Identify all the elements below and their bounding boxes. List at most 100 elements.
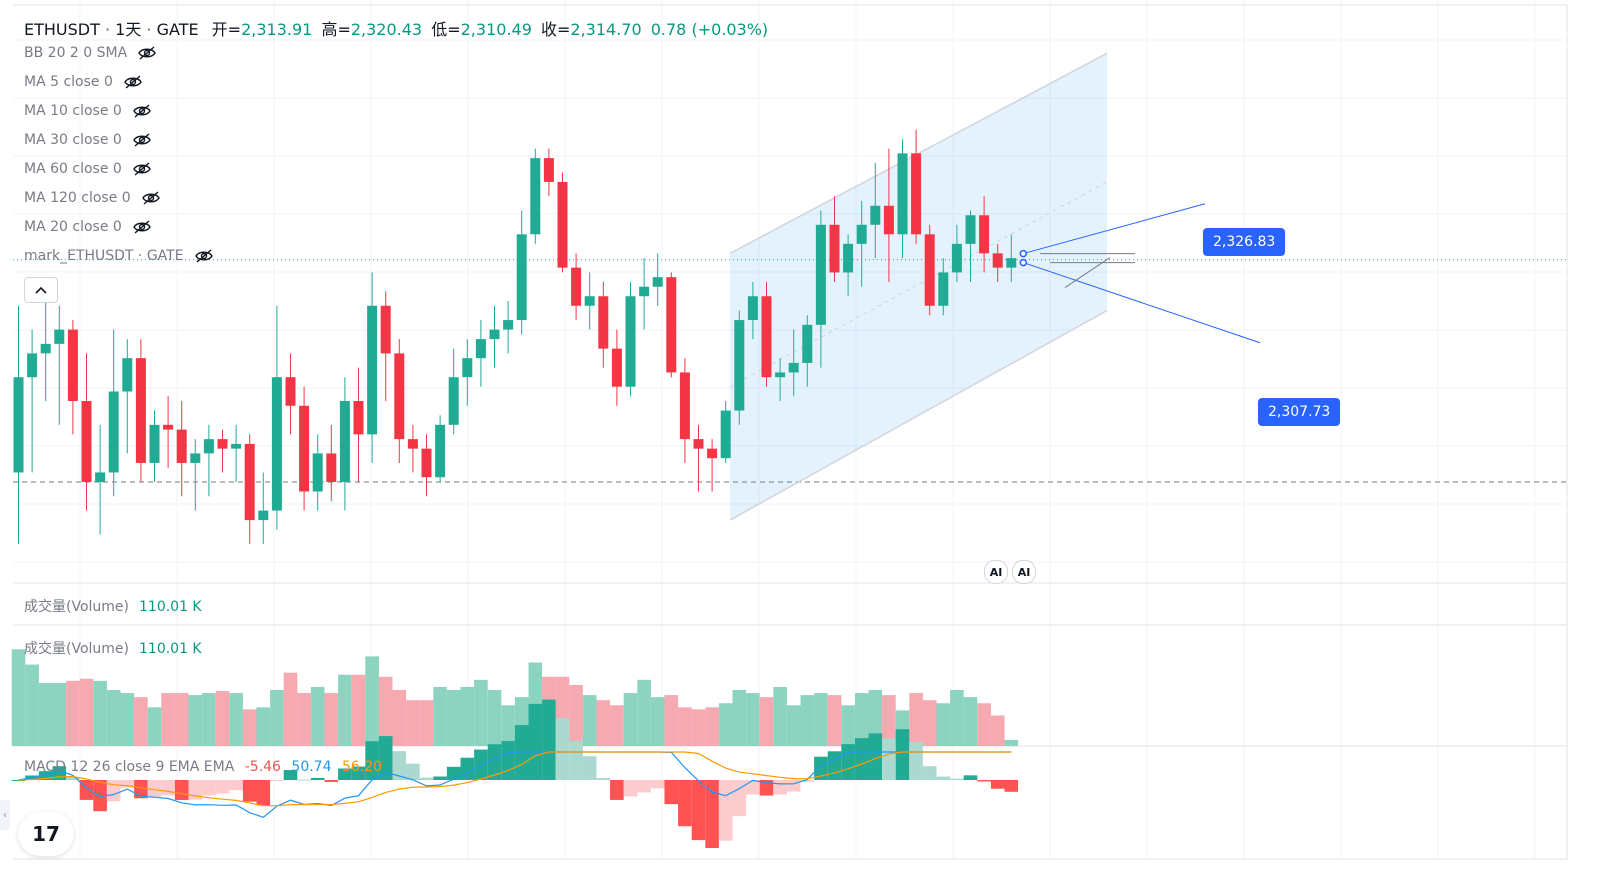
- candle-body: [108, 391, 119, 473]
- tradingview-logo[interactable]: 17: [18, 812, 74, 856]
- volume-bar: [610, 705, 624, 746]
- macd-histogram-bar: [460, 757, 475, 780]
- volume-bar: [678, 707, 692, 746]
- candle-body: [271, 377, 282, 511]
- indicator-label: mark_ETHUSDT · GATE: [24, 248, 184, 264]
- volume-legend-2[interactable]: 成交量(Volume) 110.01 K: [24, 638, 202, 658]
- macd-histogram-bar: [895, 729, 910, 780]
- macd-histogram-bar: [718, 780, 733, 841]
- candle-body: [285, 377, 296, 406]
- projection-lower-label[interactable]: 2,307.73: [1258, 398, 1341, 426]
- volume-label: 成交量(Volume): [24, 599, 129, 615]
- indicator-row[interactable]: MA 30 close 0: [24, 132, 152, 148]
- candle-body: [829, 224, 840, 273]
- open-label: 开=: [211, 20, 242, 39]
- candle-body: [40, 343, 51, 354]
- macd-histogram-bar: [324, 780, 339, 782]
- projection-guide-line: [1064, 257, 1111, 288]
- volume-bar: [922, 700, 937, 746]
- volume-bar: [487, 690, 502, 746]
- candle-body: [870, 205, 881, 225]
- macd-histogram-bar: [705, 780, 719, 848]
- macd-histogram-bar: [542, 699, 556, 780]
- eye-hidden-icon[interactable]: [194, 248, 214, 264]
- candle-body: [326, 453, 337, 482]
- candle-body: [543, 158, 554, 182]
- candle-body: [761, 296, 772, 378]
- candle-body: [788, 362, 799, 373]
- indicator-row[interactable]: MA 60 close 0: [24, 161, 152, 177]
- candle-body: [598, 296, 609, 349]
- eye-hidden-icon[interactable]: [132, 219, 152, 235]
- candle-body: [54, 329, 65, 344]
- scroll-left-handle[interactable]: ‹: [0, 800, 10, 830]
- projection-upper-label[interactable]: 2,326.83: [1203, 228, 1286, 256]
- eye-hidden-icon[interactable]: [137, 45, 157, 61]
- volume-bar: [936, 703, 951, 746]
- eye-hidden-icon[interactable]: [141, 190, 161, 206]
- candle-body: [176, 429, 187, 463]
- indicator-row[interactable]: MA 10 close 0: [24, 103, 152, 119]
- macd-histogram-bar: [215, 780, 230, 794]
- indicator-row[interactable]: MA 20 close 0: [24, 219, 152, 235]
- volume-bar: [297, 693, 311, 746]
- volume-bar: [786, 705, 801, 746]
- ai-badge-2[interactable]: AI: [1012, 560, 1036, 584]
- interval[interactable]: 1天: [115, 20, 142, 39]
- macd-histogram-bar: [283, 770, 298, 780]
- volume-bar: [746, 693, 760, 746]
- candle-body: [367, 305, 378, 435]
- macd-histogram-bar: [501, 741, 515, 780]
- candle-body: [27, 353, 38, 378]
- volume-value-2: 110.01 K: [139, 641, 202, 657]
- macd-line: [18, 751, 1012, 818]
- candle-body: [380, 305, 391, 354]
- volume-bar: [569, 684, 583, 746]
- indicator-row[interactable]: MA 5 close 0: [24, 74, 143, 90]
- eye-hidden-icon[interactable]: [132, 161, 152, 177]
- volume-bar: [11, 649, 26, 746]
- volume-bar: [134, 697, 148, 746]
- collapse-legend-button[interactable]: [24, 277, 58, 303]
- candle-body: [95, 472, 106, 482]
- macd-histogram-bar: [909, 741, 923, 780]
- indicator-row[interactable]: BB 20 2 0 SMA: [24, 45, 157, 61]
- macd-histogram-bar: [882, 738, 896, 780]
- volume-bar: [664, 695, 679, 746]
- macd-histogram-bar: [487, 744, 502, 780]
- eye-hidden-icon[interactable]: [132, 103, 152, 119]
- indicator-label: BB 20 2 0 SMA: [24, 45, 128, 61]
- eye-hidden-icon[interactable]: [132, 132, 152, 148]
- candle-body: [312, 453, 323, 492]
- anchor-point: [1019, 258, 1028, 267]
- low-value: 2,310.49: [460, 20, 532, 39]
- indicator-row[interactable]: MA 120 close 0: [24, 190, 161, 206]
- candle-body: [231, 443, 242, 449]
- symbol-legend[interactable]: ETHUSDT · 1天 · GATE 开=2,313.91 高=2,320.4…: [24, 20, 769, 39]
- macd-histogram-bar: [392, 751, 407, 780]
- macd-histogram-bar: [338, 768, 352, 780]
- eye-hidden-icon[interactable]: [123, 74, 143, 90]
- macd-histogram-bar: [596, 777, 611, 780]
- indicator-row[interactable]: mark_ETHUSDT · GATE: [24, 248, 214, 264]
- volume-legend[interactable]: 成交量(Volume) 110.01 K: [24, 596, 202, 616]
- volume-bar: [650, 697, 665, 746]
- indicator-label: MA 10 close 0: [24, 103, 122, 119]
- macd-histogram-bar: [678, 780, 692, 827]
- macd-histogram-bar: [950, 778, 964, 780]
- volume-bar: [977, 703, 991, 746]
- candle-body: [1006, 258, 1017, 268]
- volume-bar: [909, 693, 923, 746]
- chevron-up-icon: [35, 286, 47, 294]
- macd-histogram-bar: [202, 780, 216, 796]
- macd-histogram-bar: [1004, 780, 1019, 792]
- macd-legend[interactable]: MACD 12 26 close 9 EMA EMA -5.46 50.74 5…: [24, 759, 388, 775]
- candle-body: [571, 267, 582, 306]
- volume-bar: [351, 674, 366, 746]
- anchor-point: [1019, 249, 1028, 258]
- ai-badge-1[interactable]: AI: [984, 560, 1008, 584]
- candle-body: [13, 377, 24, 473]
- macd-line-value: 50.74: [291, 759, 332, 775]
